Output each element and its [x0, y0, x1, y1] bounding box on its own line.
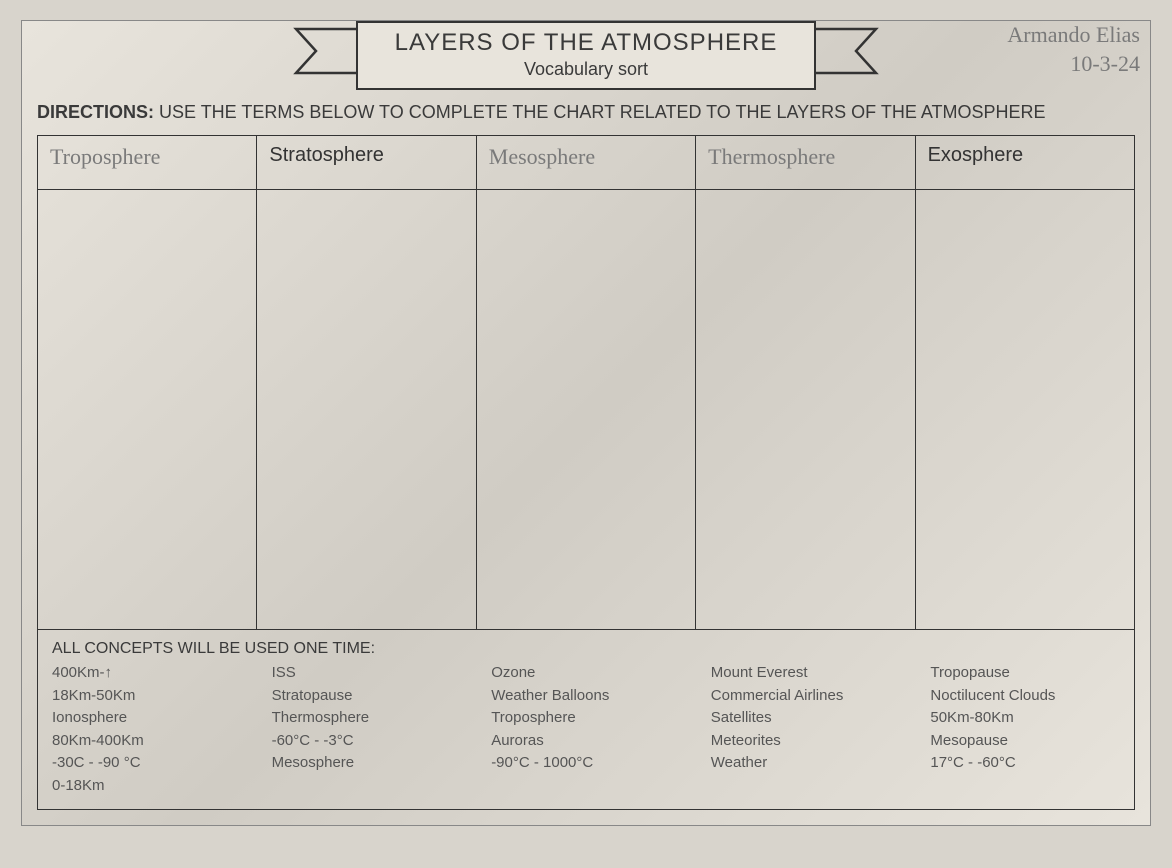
- concept-term: Tropopause: [930, 662, 1120, 685]
- chart-cell-3[interactable]: [696, 190, 915, 630]
- col-header-4: Exosphere: [915, 136, 1134, 190]
- concepts-col-3: Mount EverestCommercial AirlinesSatellit…: [711, 662, 901, 797]
- directions-text: DIRECTIONS: USE THE TERMS BELOW TO COMPL…: [37, 100, 1135, 125]
- directions-body: USE THE TERMS BELOW TO COMPLETE THE CHAR…: [154, 102, 1046, 122]
- concept-term: 17°C - -60°C: [930, 752, 1120, 775]
- col-header-0: Troposphere: [38, 136, 257, 190]
- concept-term: -60°C - -3°C: [272, 730, 462, 753]
- concept-term: ISS: [272, 662, 462, 685]
- chart-body-row: [38, 190, 1135, 630]
- concept-term: Ozone: [491, 662, 681, 685]
- concepts-columns: 400Km-↑18Km-50KmIonosphere80Km-400Km-30C…: [52, 662, 1120, 797]
- layers-chart: Troposphere Stratosphere Mesosphere Ther…: [37, 135, 1135, 630]
- title-banner: LAYERS OF THE ATMOSPHERE Vocabulary sort…: [37, 21, 1135, 90]
- concept-term: Mount Everest: [711, 662, 901, 685]
- col-header-2: Mesosphere: [476, 136, 695, 190]
- col-header-3: Thermosphere: [696, 136, 915, 190]
- concept-term: Thermosphere: [272, 707, 462, 730]
- concepts-col-0: 400Km-↑18Km-50KmIonosphere80Km-400Km-30C…: [52, 662, 242, 797]
- col-header-1-text: Stratosphere: [269, 144, 384, 166]
- chart-header-row: Troposphere Stratosphere Mesosphere Ther…: [38, 136, 1135, 190]
- concept-term: Mesopause: [930, 730, 1120, 753]
- ribbon-left-icon: [286, 21, 356, 81]
- directions-label: DIRECTIONS:: [37, 102, 154, 122]
- concept-term: Stratopause: [272, 685, 462, 708]
- concept-term: 400Km-↑: [52, 662, 242, 685]
- chart-cell-2[interactable]: [476, 190, 695, 630]
- concept-term: Troposphere: [491, 707, 681, 730]
- concept-term: 80Km-400Km: [52, 730, 242, 753]
- col-header-2-text: Mesosphere: [489, 144, 595, 169]
- concept-term: -90°C - 1000°C: [491, 752, 681, 775]
- chart-cell-0[interactable]: [38, 190, 257, 630]
- concept-term: 0-18Km: [52, 775, 242, 798]
- col-header-1: Stratosphere: [257, 136, 476, 190]
- ribbon-right-icon: [816, 21, 886, 81]
- concept-term: -30C - -90 °C: [52, 752, 242, 775]
- concepts-col-1: ISSStratopauseThermosphere-60°C - -3°CMe…: [272, 662, 462, 797]
- student-name-line1: Armando Elias: [1007, 21, 1140, 50]
- concept-term: 18Km-50Km: [52, 685, 242, 708]
- concepts-box: ALL CONCEPTS WILL BE USED ONE TIME: 400K…: [37, 630, 1135, 810]
- concepts-title: ALL CONCEPTS WILL BE USED ONE TIME:: [52, 640, 1120, 658]
- worksheet-subtitle: Vocabulary sort: [388, 59, 784, 80]
- student-name-line2: 10-3-24: [1007, 50, 1140, 79]
- concept-term: Weather Balloons: [491, 685, 681, 708]
- concept-term: Commercial Airlines: [711, 685, 901, 708]
- concept-term: Auroras: [491, 730, 681, 753]
- concept-term: 50Km-80Km: [930, 707, 1120, 730]
- student-name: Armando Elias 10-3-24: [1007, 21, 1140, 78]
- title-box: LAYERS OF THE ATMOSPHERE Vocabulary sort: [356, 21, 816, 90]
- col-header-0-text: Troposphere: [50, 144, 160, 169]
- concept-term: Satellites: [711, 707, 901, 730]
- concepts-col-2: OzoneWeather BalloonsTroposphereAuroras-…: [491, 662, 681, 797]
- worksheet-title: LAYERS OF THE ATMOSPHERE: [388, 29, 784, 57]
- col-header-4-text: Exosphere: [928, 144, 1024, 166]
- chart-cell-4[interactable]: [915, 190, 1134, 630]
- concept-term: Ionosphere: [52, 707, 242, 730]
- concept-term: Meteorites: [711, 730, 901, 753]
- worksheet: LAYERS OF THE ATMOSPHERE Vocabulary sort…: [21, 20, 1151, 826]
- concept-term: Noctilucent Clouds: [930, 685, 1120, 708]
- col-header-3-text: Thermosphere: [708, 144, 835, 169]
- concept-term: Mesosphere: [272, 752, 462, 775]
- chart-cell-1[interactable]: [257, 190, 476, 630]
- concept-term: Weather: [711, 752, 901, 775]
- concepts-col-4: TropopauseNoctilucent Clouds50Km-80KmMes…: [930, 662, 1120, 797]
